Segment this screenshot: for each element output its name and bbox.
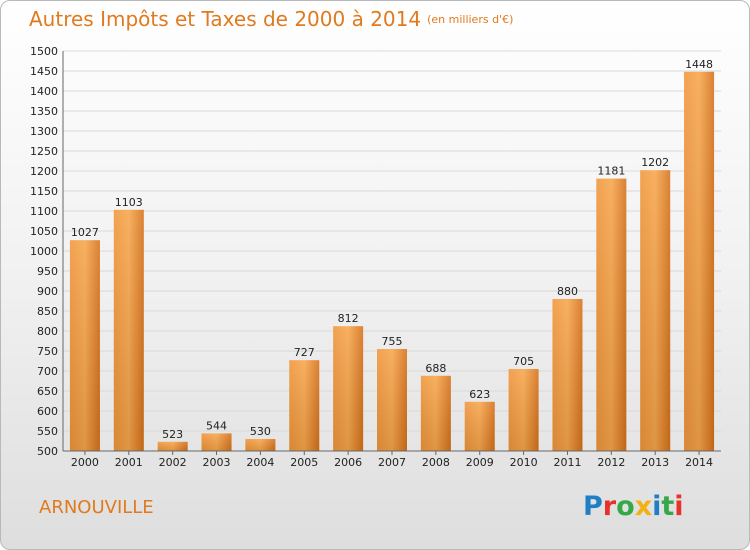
x-tick-label: 2000	[71, 456, 99, 469]
y-tick-label: 650	[37, 385, 58, 398]
bar-value-label: 705	[513, 355, 534, 368]
bar-value-label: 530	[250, 425, 271, 438]
y-tick-label: 600	[37, 405, 58, 418]
commune-name: ARNOUVILLE	[39, 497, 154, 518]
logo-letter: r	[602, 491, 617, 522]
bar-shade	[289, 360, 320, 451]
bar-shade	[245, 439, 276, 451]
y-tick-label: 1000	[30, 245, 58, 258]
bar-value-label: 1202	[641, 156, 669, 169]
y-tick-label: 1200	[30, 165, 58, 178]
bar-shade	[596, 178, 627, 451]
x-tick-label: 2014	[685, 456, 713, 469]
x-tick-label: 2013	[641, 456, 669, 469]
x-tick-label: 2006	[334, 456, 362, 469]
bar-value-label: 880	[557, 285, 578, 298]
x-tick-label: 2008	[422, 456, 450, 469]
bar-shade	[464, 401, 495, 451]
x-tick-label: 2007	[378, 456, 406, 469]
bar-value-label: 688	[425, 362, 446, 375]
bar-value-label: 727	[294, 346, 315, 359]
x-tick-label: 2002	[159, 456, 187, 469]
logo-letter: t	[661, 491, 675, 522]
x-tick-label: 2009	[466, 456, 494, 469]
chart-title-text: Autres Impôts et Taxes de 2000 à 2014	[29, 7, 422, 31]
y-tick-label: 1450	[30, 65, 58, 78]
y-tick-label: 950	[37, 265, 58, 278]
x-tick-label: 2011	[553, 456, 581, 469]
bar-shade	[113, 209, 144, 451]
y-tick-label: 1300	[30, 125, 58, 138]
chart-unit: (en milliers d'€)	[427, 13, 514, 26]
x-tick-label: 2010	[510, 456, 538, 469]
bar-shade	[377, 349, 407, 451]
bar-value-label: 1027	[71, 226, 99, 239]
y-tick-label: 1100	[30, 205, 58, 218]
logo-letter: i	[652, 491, 662, 522]
bar-shade	[508, 369, 539, 451]
bar-shade	[684, 71, 715, 452]
x-tick-label: 2004	[246, 456, 274, 469]
y-tick-label: 900	[37, 285, 58, 298]
bar-value-label: 812	[338, 312, 359, 325]
bar-value-label: 623	[469, 388, 490, 401]
y-tick-label: 1500	[30, 45, 58, 58]
bar-value-label: 1181	[597, 165, 625, 178]
bar-value-label: 544	[206, 419, 227, 432]
y-tick-label: 1150	[30, 185, 58, 198]
bar-shade	[201, 433, 232, 451]
proxiti-logo: Proxiti	[583, 491, 684, 522]
x-tick-label: 2003	[203, 456, 231, 469]
x-tick-label: 2012	[597, 456, 625, 469]
logo-letter: i	[674, 491, 684, 522]
y-tick-label: 850	[37, 305, 58, 318]
bar-value-label: 755	[382, 335, 403, 348]
x-tick-label: 2001	[115, 456, 143, 469]
chart-title: Autres Impôts et Taxes de 2000 à 2014 (en…	[29, 7, 513, 31]
bar-shade	[420, 375, 451, 451]
bar-value-label: 523	[162, 428, 183, 441]
bar-shade	[640, 170, 671, 451]
y-tick-label: 800	[37, 325, 58, 338]
y-tick-label: 550	[37, 425, 58, 438]
bar-value-label: 1448	[685, 58, 713, 71]
logo-letter: x	[634, 491, 653, 522]
x-tick-label: 2005	[290, 456, 318, 469]
bar-shade	[157, 441, 188, 451]
y-tick-label: 700	[37, 365, 58, 378]
y-tick-label: 1350	[30, 105, 58, 118]
y-tick-label: 500	[37, 445, 58, 458]
bar-shade	[333, 326, 364, 451]
y-tick-label: 1400	[30, 85, 58, 98]
bar-value-label: 1103	[115, 196, 143, 209]
y-tick-label: 1250	[30, 145, 58, 158]
logo-letter: o	[616, 491, 635, 522]
bar-shade	[69, 240, 100, 451]
y-tick-label: 1050	[30, 225, 58, 238]
logo-letter: P	[583, 491, 603, 522]
bar-shade	[552, 299, 583, 451]
y-tick-label: 750	[37, 345, 58, 358]
